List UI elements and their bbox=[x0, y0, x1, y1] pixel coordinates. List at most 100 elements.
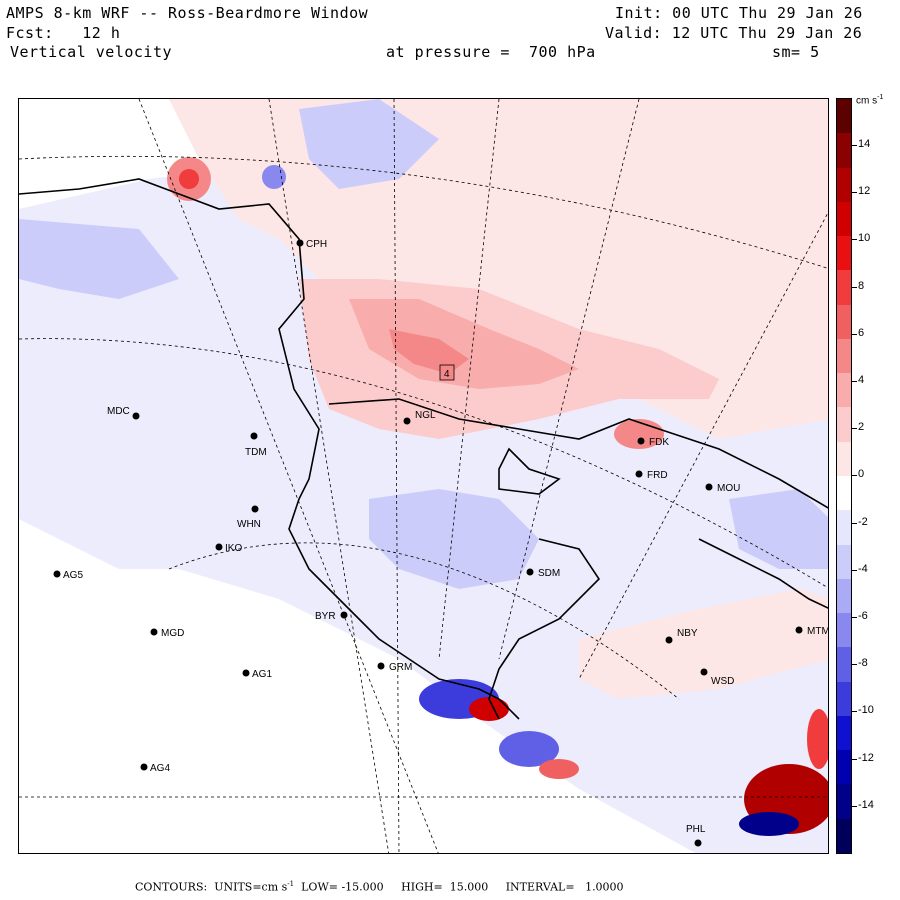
station-grm: GRM bbox=[377, 662, 412, 673]
colorbar-tick-mark bbox=[852, 333, 857, 335]
colorbar-band bbox=[837, 201, 851, 237]
station-ag1: AG1 bbox=[242, 669, 272, 680]
negative-patch-central bbox=[369, 489, 539, 589]
colorbar-tick-label: 12 bbox=[858, 185, 871, 198]
colorbar-tick-label: 4 bbox=[858, 374, 865, 386]
station-phl: PHL bbox=[686, 824, 706, 847]
colorbar-tick-mark bbox=[852, 758, 857, 760]
forecast-hour: Fcst: 12 h bbox=[6, 24, 121, 42]
colorbar-band bbox=[837, 784, 851, 820]
colorbar-tick-label: 2 bbox=[858, 421, 865, 434]
colorbar-tick-label: -10 bbox=[858, 704, 874, 717]
station-mou: MOU bbox=[705, 483, 740, 494]
station-tdm: TDM bbox=[245, 432, 267, 458]
positive-max bbox=[389, 329, 469, 374]
station-nby: NBY bbox=[665, 628, 698, 644]
colorbar-tick-label: 14 bbox=[858, 138, 871, 150]
colorbar bbox=[836, 98, 852, 854]
station-mtm: MTM bbox=[795, 626, 829, 637]
pressure-level: at pressure = 700 hPa bbox=[386, 43, 596, 61]
colorbar-band bbox=[837, 750, 851, 785]
colorbar-tick-mark bbox=[852, 145, 857, 146]
colorbar-tick-label: 0 bbox=[858, 468, 865, 481]
colorbar-band bbox=[837, 715, 851, 751]
colorbar-tick-label: -4 bbox=[858, 562, 868, 575]
colorbar-band bbox=[837, 578, 851, 614]
station-frd: FRD bbox=[635, 470, 668, 481]
svg-text:MTM: MTM bbox=[807, 626, 829, 637]
colorbar-band bbox=[837, 407, 851, 443]
svg-text:WSD: WSD bbox=[711, 676, 734, 687]
colorbar-tick-mark bbox=[852, 805, 857, 807]
svg-text:NGL: NGL bbox=[415, 410, 436, 421]
colorbar-tick-mark bbox=[852, 569, 857, 571]
low-value: LOW= -15.000 bbox=[301, 880, 384, 894]
coastline bbox=[19, 178, 828, 720]
svg-text:MGD: MGD bbox=[161, 628, 184, 639]
svg-text:AG4: AG4 bbox=[150, 763, 170, 774]
colorbar-tick-label: -8 bbox=[858, 657, 868, 670]
negative-patch-north bbox=[299, 99, 439, 189]
svg-text:GRM: GRM bbox=[389, 662, 412, 673]
ross-ice-shelf-region bbox=[19, 479, 199, 569]
svg-text:SDM: SDM bbox=[538, 568, 560, 579]
colorbar-band bbox=[837, 99, 851, 134]
stations: CPH NGL MDC TDM FDK FRD MOU WHN IKO AG5 … bbox=[53, 239, 829, 847]
svg-text:BYR: BYR bbox=[315, 611, 336, 622]
colorbar-band bbox=[837, 338, 851, 374]
smoothing-label: sm= 5 bbox=[772, 43, 820, 61]
colorbar-band bbox=[837, 441, 851, 477]
contour-info: CONTOURS: UNITS=cm s-1 LOW= -15.000 HIGH… bbox=[135, 880, 624, 894]
colorbar-tick-mark bbox=[852, 617, 857, 618]
interval-value: INTERVAL= 1.0000 bbox=[505, 880, 624, 894]
svg-text:MOU: MOU bbox=[717, 483, 740, 494]
svg-text:MDC: MDC bbox=[107, 406, 130, 417]
station-ag4: AG4 bbox=[140, 763, 170, 774]
svg-text:FRD: FRD bbox=[647, 470, 668, 481]
colorbar-tick-label: -6 bbox=[858, 610, 868, 622]
colorbar-tick-mark bbox=[852, 428, 857, 430]
svg-text:PHL: PHL bbox=[686, 824, 706, 835]
station-fdk: FDK bbox=[637, 437, 669, 448]
svg-text:CPH: CPH bbox=[306, 239, 327, 250]
positive-patch-east bbox=[579, 589, 828, 699]
colorbar-band bbox=[837, 510, 851, 546]
init-time: Init: 00 UTC Thu 29 Jan 26 bbox=[615, 4, 863, 22]
high-value: HIGH= 15.000 bbox=[401, 880, 489, 894]
vertical-velocity-map: CPH NGL MDC TDM FDK FRD MOU WHN IKO AG5 … bbox=[18, 98, 829, 854]
station-ag5: AG5 bbox=[53, 570, 83, 581]
station-wsd: WSD bbox=[700, 668, 734, 687]
svg-text:4: 4 bbox=[444, 369, 450, 380]
negative-hotspot bbox=[262, 165, 286, 189]
station-whn: WHN bbox=[237, 505, 261, 530]
field-name: Vertical velocity bbox=[10, 43, 173, 61]
colorbar-unit: cm s-1 bbox=[856, 94, 884, 107]
station-cph: CPH bbox=[296, 239, 327, 250]
colorbar-band bbox=[837, 270, 851, 306]
station-sdm: SDM bbox=[526, 568, 560, 579]
positive-core bbox=[349, 299, 579, 389]
colorbar-tick-mark bbox=[852, 286, 857, 288]
svg-text:NBY: NBY bbox=[677, 628, 698, 639]
map-title: AMPS 8-km WRF -- Ross-Beardmore Window bbox=[6, 4, 369, 22]
svg-text:FDK: FDK bbox=[649, 437, 669, 448]
colorbar-tick-mark bbox=[852, 522, 857, 524]
negative-patch-east bbox=[729, 489, 828, 569]
colorbar-tick-label: 6 bbox=[858, 326, 865, 339]
colorbar-band bbox=[837, 818, 851, 854]
station-mdc: MDC bbox=[107, 406, 140, 420]
svg-text:TDM: TDM bbox=[245, 447, 267, 458]
station-ngl: NGL bbox=[403, 410, 436, 425]
colorbar-band bbox=[837, 647, 851, 683]
colorbar-band bbox=[837, 167, 851, 203]
colorbar-tick-mark bbox=[852, 711, 857, 713]
colorbar-band bbox=[837, 304, 851, 340]
colorbar-tick-mark bbox=[852, 381, 857, 382]
colorbar-tick-label: -2 bbox=[858, 515, 868, 528]
graticule bbox=[19, 99, 828, 853]
colorbar-band bbox=[837, 236, 851, 271]
colorbar-tick-mark bbox=[852, 239, 857, 241]
svg-text:IKO: IKO bbox=[225, 543, 242, 554]
colorbar-tick-mark bbox=[852, 192, 857, 194]
colorbar-tick-mark bbox=[852, 475, 857, 477]
